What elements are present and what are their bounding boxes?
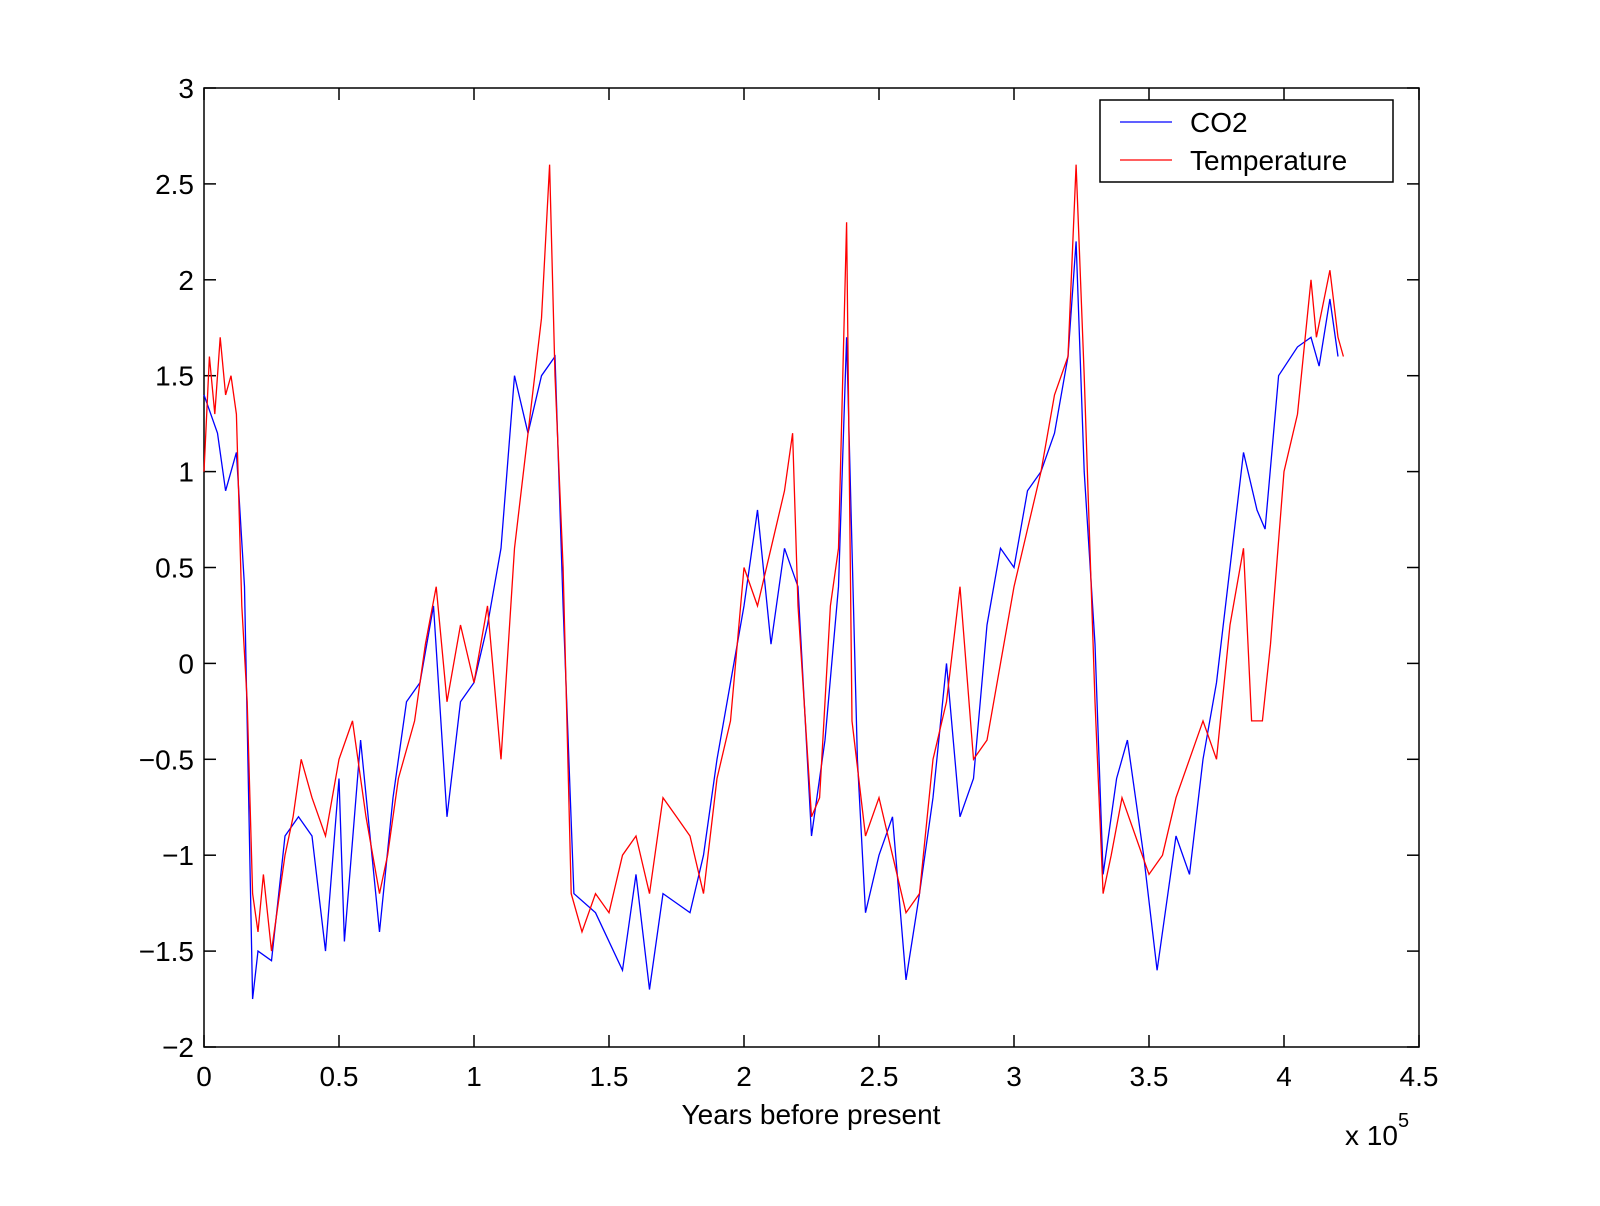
- legend-box: [1099, 99, 1394, 183]
- x-tick-label: 1.5: [590, 1061, 629, 1092]
- series-line: [203, 241, 1339, 1000]
- x-tick-label: 3.5: [1130, 1061, 1169, 1092]
- y-tick-label: −2: [162, 1032, 194, 1063]
- y-tick-label: 1.5: [155, 361, 194, 392]
- x-tick-label: 4.5: [1400, 1061, 1439, 1092]
- y-tick-label: 0: [178, 648, 194, 679]
- legend-label: Temperature: [1190, 145, 1347, 176]
- x-tick-label: 1: [466, 1061, 482, 1092]
- y-tick-label: 2.5: [155, 169, 194, 200]
- series-line: [203, 164, 1345, 952]
- x-tick-label: 2: [736, 1061, 752, 1092]
- x-axis-label: Years before present: [682, 1099, 941, 1130]
- y-tick-label: 3: [178, 73, 194, 104]
- y-tick-label: 1: [178, 457, 194, 488]
- y-tick-label: 0.5: [155, 553, 194, 584]
- x-tick-label: 0.5: [320, 1061, 359, 1092]
- plot-frame: [203, 87, 1420, 1048]
- x-tick-label: 3: [1006, 1061, 1022, 1092]
- y-tick-label: −0.5: [139, 744, 194, 775]
- x-multiplier: x 105: [1345, 1110, 1409, 1151]
- x-multiplier-base: x 10: [1345, 1120, 1398, 1151]
- legend-label: CO2: [1190, 107, 1248, 138]
- y-tick-label: −1: [162, 840, 194, 871]
- y-tick-label: −1.5: [139, 936, 194, 967]
- x-multiplier-exponent: 5: [1398, 1110, 1409, 1132]
- x-tick-label: 4: [1276, 1061, 1292, 1092]
- y-tick-label: 2: [178, 265, 194, 296]
- x-tick-label: 0: [196, 1061, 212, 1092]
- x-tick-label: 2.5: [860, 1061, 899, 1092]
